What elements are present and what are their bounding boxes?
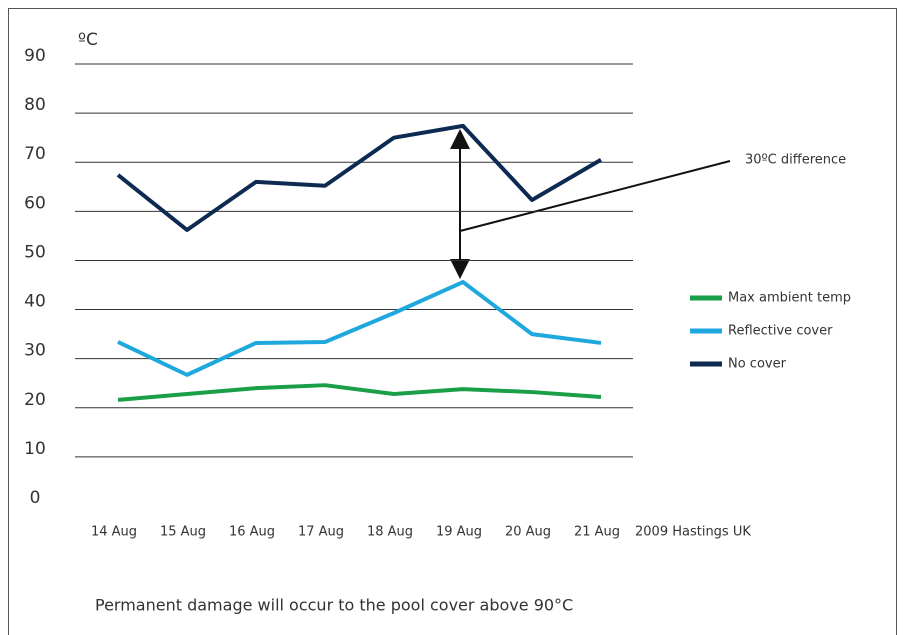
annotation: 2009 Hastings UK bbox=[635, 525, 751, 540]
frame bbox=[8, 8, 897, 635]
note: Permanent damage will occur to the pool … bbox=[95, 596, 573, 615]
x-tick-label: 20 Aug bbox=[505, 525, 551, 540]
y-tick-label: 60 bbox=[24, 193, 46, 213]
y-tick-label: 30 bbox=[24, 341, 46, 361]
y-tick-label: 20 bbox=[24, 390, 46, 410]
x-tick-label: 17 Aug bbox=[298, 525, 344, 540]
x-tick-label: 21 Aug bbox=[574, 525, 620, 540]
x-tick-label: 19 Aug bbox=[436, 525, 482, 540]
y-tick-label: 70 bbox=[24, 144, 46, 164]
y-tick-label: 80 bbox=[24, 95, 46, 115]
annotation: 30ºC difference bbox=[745, 153, 846, 168]
legend-label: Max ambient temp bbox=[728, 291, 851, 306]
y-tick-label: 40 bbox=[24, 292, 46, 312]
line-series bbox=[117, 280, 602, 377]
y-tick-label: 90 bbox=[24, 46, 46, 66]
y-tick-label: 50 bbox=[24, 242, 46, 262]
y-tick-label: 0 bbox=[30, 488, 41, 508]
callout-line bbox=[459, 160, 731, 232]
x-tick-label: 16 Aug bbox=[229, 525, 275, 540]
x-tick-label: 18 Aug bbox=[367, 525, 413, 540]
x-tick-label: 15 Aug bbox=[160, 525, 206, 540]
line-series bbox=[117, 383, 602, 402]
x-tick-label: 14 Aug bbox=[91, 525, 137, 540]
legend-label: No cover bbox=[728, 357, 787, 372]
legend-label: Reflective cover bbox=[728, 324, 833, 339]
line-series bbox=[116, 123, 603, 232]
y-unit: ºC bbox=[78, 30, 98, 50]
y-tick-label: 10 bbox=[24, 439, 46, 459]
